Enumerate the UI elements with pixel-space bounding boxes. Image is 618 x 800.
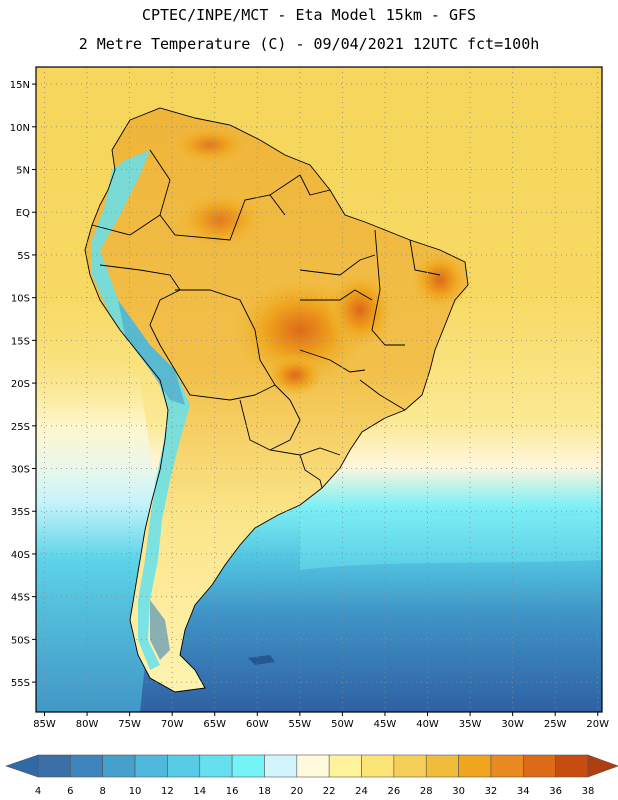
colorbar-swatch [490, 754, 524, 778]
colorbar: 4 6 8 10 12 14 16 18 20 22 24 26 28 30 32 34 36 38 [5, 754, 618, 797]
colorbar-low-arrow [5, 754, 39, 778]
lon-label: 20W [586, 719, 609, 730]
colorbar-swatch [555, 754, 589, 778]
colorbar-tick-label: 36 [549, 786, 562, 797]
lon-label: 25W [544, 719, 567, 730]
colorbar-tick-label: 22 [323, 786, 336, 797]
lat-label: 20S [11, 379, 30, 390]
colorbar-swatch [167, 754, 201, 778]
colorbar-swatch [361, 754, 395, 778]
colorbar-tick-label: 26 [388, 786, 401, 797]
colorbar-swatch [70, 754, 104, 778]
colorbar-tick-label: 6 [67, 786, 73, 797]
lat-label: 40S [11, 550, 30, 561]
lon-label: 55W [289, 719, 312, 730]
colorbar-swatch [458, 754, 492, 778]
lon-label: 50W [331, 719, 354, 730]
colorbar-high-arrow [587, 754, 618, 778]
colorbar-tick-label: 30 [452, 786, 465, 797]
map-frame [35, 66, 603, 713]
lat-label: 35S [11, 507, 30, 518]
colorbar-swatch [522, 754, 556, 778]
lat-label: 10N [10, 123, 30, 134]
lat-label: EQ [16, 208, 30, 219]
lon-label: 75W [118, 719, 141, 730]
chart-title-line1: CPTEC/INPE/MCT - Eta Model 15km - GFS [141, 6, 477, 24]
lon-label: 85W [33, 719, 56, 730]
lon-label: 45W [374, 719, 397, 730]
lon-label: 65W [203, 719, 226, 730]
colorbar-tick-label: 18 [258, 786, 271, 797]
lat-label: 50S [11, 635, 30, 646]
colorbar-tick-label: 38 [582, 786, 595, 797]
lat-label: 10S [11, 294, 30, 305]
lat-label: 5S [17, 251, 30, 262]
lat-label: 30S [11, 465, 30, 476]
colorbar-tick-label: 28 [420, 786, 433, 797]
colorbar-tick-label: 24 [355, 786, 368, 797]
colorbar-swatch [102, 754, 136, 778]
lon-label: 80W [76, 719, 99, 730]
colorbar-tick-label: 14 [193, 786, 206, 797]
lat-label: 5N [16, 166, 30, 177]
lat-label: 15S [11, 336, 30, 347]
lat-label: 15N [10, 80, 30, 91]
colorbar-tick-label: 10 [129, 786, 142, 797]
colorbar-tick-label: 16 [226, 786, 239, 797]
colorbar-tick-label: 20 [290, 786, 303, 797]
colorbar-swatch [199, 754, 233, 778]
colorbar-tick-label: 4 [35, 786, 41, 797]
colorbar-swatch [425, 754, 459, 778]
colorbar-swatch [231, 754, 265, 778]
colorbar-swatch [328, 754, 362, 778]
south-america-land [85, 108, 468, 692]
lon-label: 40W [416, 719, 439, 730]
lon-label: 30W [501, 719, 524, 730]
lon-label: 35W [459, 719, 482, 730]
country-borders [84, 107, 469, 693]
colorbar-swatch [393, 754, 427, 778]
lon-label: 60W [246, 719, 269, 730]
colorbar-tick-label: 12 [161, 786, 174, 797]
lon-label: 70W [161, 719, 184, 730]
lat-label: 45S [11, 593, 30, 604]
colorbar-tick-label: 32 [485, 786, 498, 797]
colorbar-swatch [134, 754, 168, 778]
colorbar-swatch [296, 754, 330, 778]
colorbar-tick-label: 34 [517, 786, 530, 797]
colorbar-swatch [264, 754, 298, 778]
lat-label: 25S [11, 422, 30, 433]
colorbar-swatch [37, 754, 71, 778]
lat-label: 55S [11, 678, 30, 689]
chart-title-line2: 2 Metre Temperature (C) - 09/04/2021 12U… [78, 35, 540, 53]
colorbar-tick-label: 8 [100, 786, 106, 797]
